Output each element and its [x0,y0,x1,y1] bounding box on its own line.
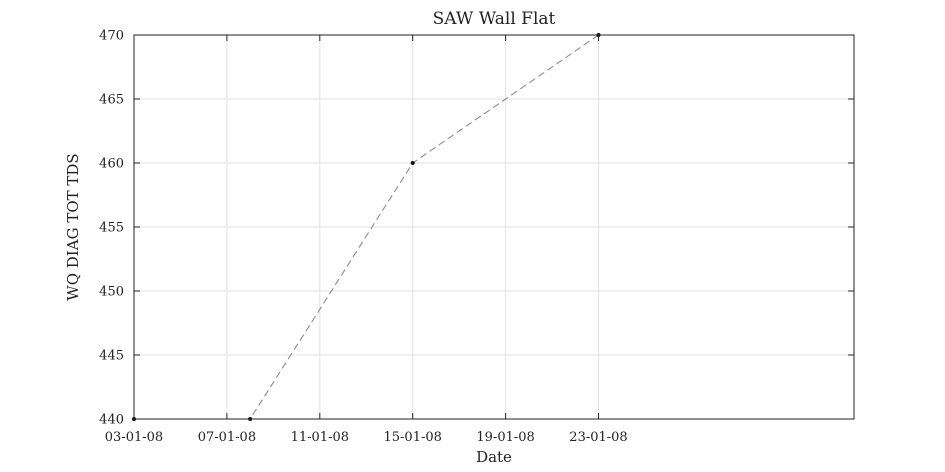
y-tick-label: 445 [99,349,124,364]
data-point [410,161,415,165]
x-tick-label: 07-01-08 [198,430,256,445]
y-tick-label: 470 [99,29,124,44]
y-tick-label: 450 [99,285,124,300]
x-tick-label: 15-01-08 [383,430,441,445]
tick-labels: 03-01-08 07-01-08 11-01-08 15-01-08 19-01-08… [99,29,628,446]
y-tick-label: 460 [99,157,124,172]
y-tick-label: 465 [99,93,124,108]
y-axis-label: WQ DIAG TOT TDS [64,153,82,300]
y-tick-label: 440 [99,413,124,428]
chart-title: SAW Wall Flat [433,9,556,29]
x-axis-label: Date [476,448,512,466]
x-tick-label: 19-01-08 [476,430,534,445]
grid [133,34,854,420]
x-tick-label: 03-01-08 [105,430,163,445]
y-tick-label: 455 [99,221,124,236]
x-tick-label: 23-01-08 [569,430,627,445]
ticks [133,34,854,420]
x-tick-label: 11-01-08 [291,430,349,445]
